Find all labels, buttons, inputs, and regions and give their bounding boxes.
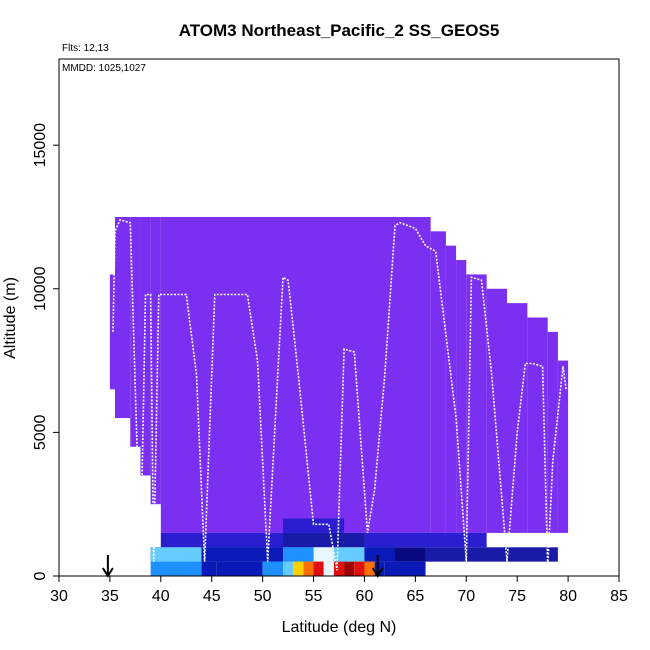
y-axis: 0 5000 10000 15000	[32, 123, 59, 580]
surface-mid-cell	[313, 547, 334, 562]
surface-cell	[283, 561, 294, 576]
surface-cell	[354, 561, 365, 576]
x-tick-label: 85	[610, 588, 628, 605]
y-tick-label: 0	[32, 571, 49, 580]
surface-mid-cell	[201, 547, 283, 562]
curtain-column	[456, 260, 467, 533]
plot-frame	[58, 58, 620, 577]
x-tick-label: 60	[356, 588, 374, 605]
low-level-cell	[425, 547, 558, 562]
x-axis-label: Latitude (deg N)	[282, 619, 397, 636]
dates-note: MMDD: 1025,1027	[62, 63, 146, 74]
curtain-column	[445, 245, 457, 533]
surface-mid-cell	[333, 547, 365, 562]
x-tick-label: 75	[508, 588, 526, 605]
curtain-column	[507, 303, 528, 533]
surface-cell	[303, 561, 314, 576]
low-level-cell	[364, 532, 487, 548]
curtain-column	[430, 231, 446, 533]
surface-cell	[384, 561, 426, 576]
x-tick-label: 40	[152, 588, 170, 605]
surface-field	[150, 547, 426, 576]
surface-cell	[323, 561, 334, 576]
curtain-column	[150, 216, 161, 505]
surface-cell	[333, 561, 345, 576]
low-level-cell	[283, 518, 345, 533]
x-tick-label: 45	[203, 588, 221, 605]
x-tick-label: 55	[305, 588, 323, 605]
curtain-column	[115, 216, 131, 419]
curtain-column	[547, 331, 558, 533]
surface-cell	[374, 561, 385, 576]
x-tick-label: 50	[254, 588, 272, 605]
surface-cell	[293, 561, 304, 576]
surface-cell	[262, 561, 283, 576]
x-tick-label: 35	[101, 588, 119, 605]
surface-cell	[150, 561, 202, 576]
curtain-field	[109, 216, 569, 533]
surface-cell	[201, 561, 217, 576]
y-tick-label: 5000	[32, 414, 49, 450]
surface-cell	[313, 561, 324, 576]
x-tick-label: 65	[406, 588, 424, 605]
surface-cell	[364, 561, 375, 576]
flight-track-line	[112, 218, 567, 571]
curtain-column	[160, 216, 431, 533]
marker-arrow	[102, 555, 114, 578]
x-tick-label: 80	[559, 588, 577, 605]
x-tick-label: 70	[457, 588, 475, 605]
low-level-cell	[283, 532, 365, 548]
curtain-column	[527, 317, 548, 533]
x-axis: 30 35 40 45 50 55 60 65 70 75 80 85	[50, 576, 628, 605]
surface-mid-cell	[364, 547, 395, 562]
curtain-column	[466, 274, 487, 533]
curtain-column	[130, 216, 141, 447]
y-axis-label: Altitude (m)	[2, 277, 19, 359]
surface-mid-cell	[150, 547, 202, 562]
surface-cell	[344, 561, 355, 576]
low-level-cell	[160, 532, 283, 548]
surface-mid-cell	[283, 547, 314, 562]
y-tick-label: 15000	[32, 123, 49, 168]
plot-area	[102, 216, 569, 578]
curtain-column	[557, 360, 569, 533]
x-tick-label: 30	[50, 588, 68, 605]
chart-title: ATOM3 Northeast_Pacific_2 SS_GEOS5	[179, 21, 500, 40]
y-tick-label: 10000	[32, 266, 49, 311]
surface-cell	[216, 561, 263, 576]
curtain-column	[486, 288, 507, 533]
curtain-column	[140, 216, 151, 476]
flights-note: Flts: 12,13	[62, 43, 109, 54]
